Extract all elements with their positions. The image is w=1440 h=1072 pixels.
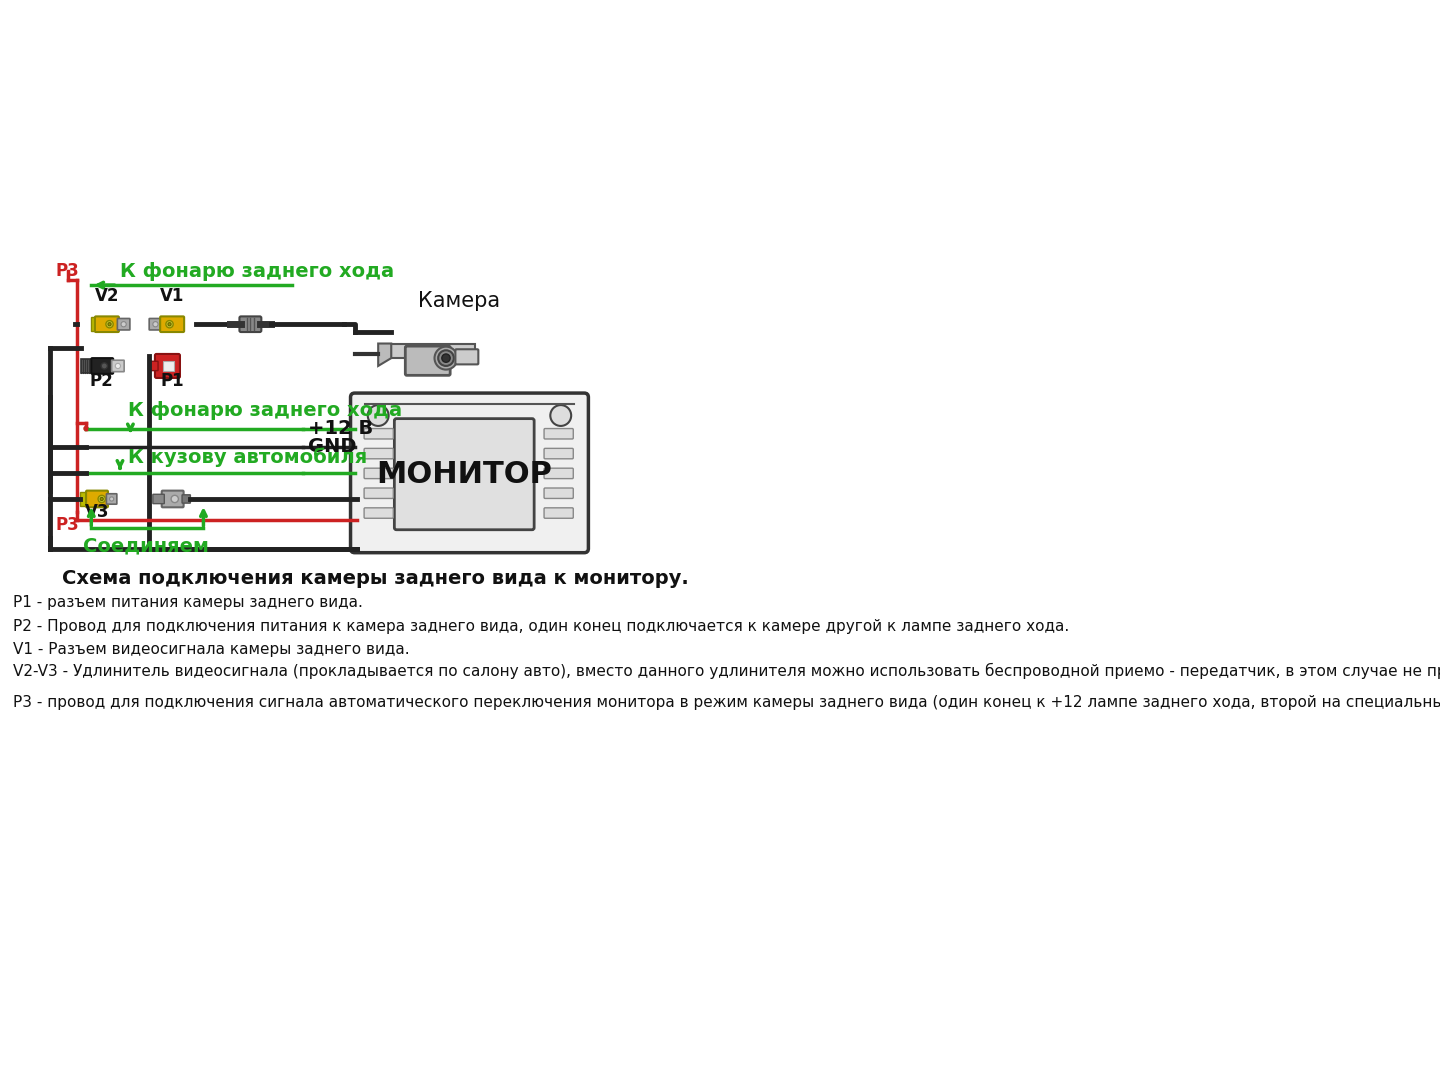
Text: P2: P2 — [89, 372, 114, 390]
Circle shape — [435, 346, 458, 370]
FancyBboxPatch shape — [364, 508, 393, 518]
FancyBboxPatch shape — [163, 361, 174, 371]
FancyBboxPatch shape — [150, 318, 161, 330]
Text: P3: P3 — [56, 262, 79, 280]
Text: V2-V3 - Удлинитель видеосигнала (прокладывается по салону авто), вместо данного : V2-V3 - Удлинитель видеосигнала (проклад… — [13, 664, 1440, 680]
Text: К фонарю заднего хода: К фонарю заднего хода — [128, 401, 402, 420]
FancyBboxPatch shape — [118, 318, 130, 330]
Text: Соединяем: Соединяем — [84, 536, 209, 555]
Circle shape — [442, 354, 451, 362]
Text: +12 В: +12 В — [308, 419, 373, 438]
Circle shape — [84, 427, 88, 431]
Text: Камера: Камера — [418, 291, 500, 311]
Text: V1 - Разъем видеосигнала камеры заднего вида.: V1 - Разъем видеосигнала камеры заднего … — [13, 642, 409, 657]
Circle shape — [168, 323, 171, 326]
FancyBboxPatch shape — [544, 468, 573, 478]
Text: МОНИТОР: МОНИТОР — [376, 460, 552, 489]
Text: К фонарю заднего хода: К фонарю заднего хода — [120, 262, 395, 281]
FancyBboxPatch shape — [544, 448, 573, 459]
FancyBboxPatch shape — [107, 494, 117, 504]
Circle shape — [171, 495, 179, 503]
Text: GND: GND — [308, 437, 356, 457]
FancyBboxPatch shape — [153, 494, 164, 504]
Circle shape — [550, 405, 572, 426]
Circle shape — [153, 322, 158, 327]
FancyBboxPatch shape — [91, 358, 114, 374]
FancyBboxPatch shape — [86, 491, 108, 507]
FancyBboxPatch shape — [364, 448, 393, 459]
FancyBboxPatch shape — [364, 429, 393, 438]
FancyBboxPatch shape — [544, 488, 573, 498]
FancyBboxPatch shape — [112, 360, 124, 372]
Circle shape — [115, 363, 121, 369]
Text: V1: V1 — [160, 286, 184, 304]
Text: V3: V3 — [85, 503, 109, 521]
FancyBboxPatch shape — [395, 419, 534, 530]
Text: V2: V2 — [95, 286, 120, 304]
Circle shape — [367, 405, 389, 426]
Circle shape — [438, 351, 454, 366]
Text: Схема подключения камеры заднего вида к монитору.: Схема подключения камеры заднего вида к … — [62, 569, 688, 589]
Circle shape — [98, 495, 105, 503]
FancyBboxPatch shape — [181, 495, 190, 503]
Circle shape — [166, 321, 173, 328]
FancyBboxPatch shape — [364, 488, 393, 498]
FancyBboxPatch shape — [364, 468, 393, 478]
Text: P1: P1 — [160, 372, 184, 390]
FancyBboxPatch shape — [405, 346, 451, 375]
FancyBboxPatch shape — [156, 354, 180, 378]
FancyBboxPatch shape — [160, 316, 184, 332]
FancyBboxPatch shape — [91, 317, 96, 331]
FancyBboxPatch shape — [455, 349, 478, 364]
FancyBboxPatch shape — [239, 316, 261, 332]
Text: К кузову автомобиля: К кузову автомобиля — [128, 447, 367, 467]
Circle shape — [101, 362, 108, 369]
FancyBboxPatch shape — [544, 429, 573, 438]
Text: P1 - разъем питания камеры заднего вида.: P1 - разъем питания камеры заднего вида. — [13, 595, 363, 610]
Circle shape — [109, 497, 114, 501]
FancyBboxPatch shape — [392, 343, 475, 358]
Circle shape — [101, 497, 104, 501]
FancyBboxPatch shape — [95, 316, 120, 332]
Polygon shape — [379, 343, 392, 366]
Text: P3 - провод для подключения сигнала автоматического переключения монитора в режи: P3 - провод для подключения сигнала авто… — [13, 695, 1440, 710]
FancyBboxPatch shape — [148, 361, 158, 371]
Circle shape — [107, 321, 114, 328]
FancyBboxPatch shape — [79, 492, 86, 506]
Text: P2 - Провод для подключения питания к камера заднего вида, один конец подключает: P2 - Провод для подключения питания к ка… — [13, 619, 1070, 634]
Circle shape — [121, 322, 127, 327]
FancyBboxPatch shape — [161, 491, 184, 507]
Text: P3: P3 — [56, 517, 79, 534]
Circle shape — [108, 323, 111, 326]
FancyBboxPatch shape — [350, 393, 589, 553]
FancyBboxPatch shape — [81, 359, 92, 373]
FancyBboxPatch shape — [544, 508, 573, 518]
